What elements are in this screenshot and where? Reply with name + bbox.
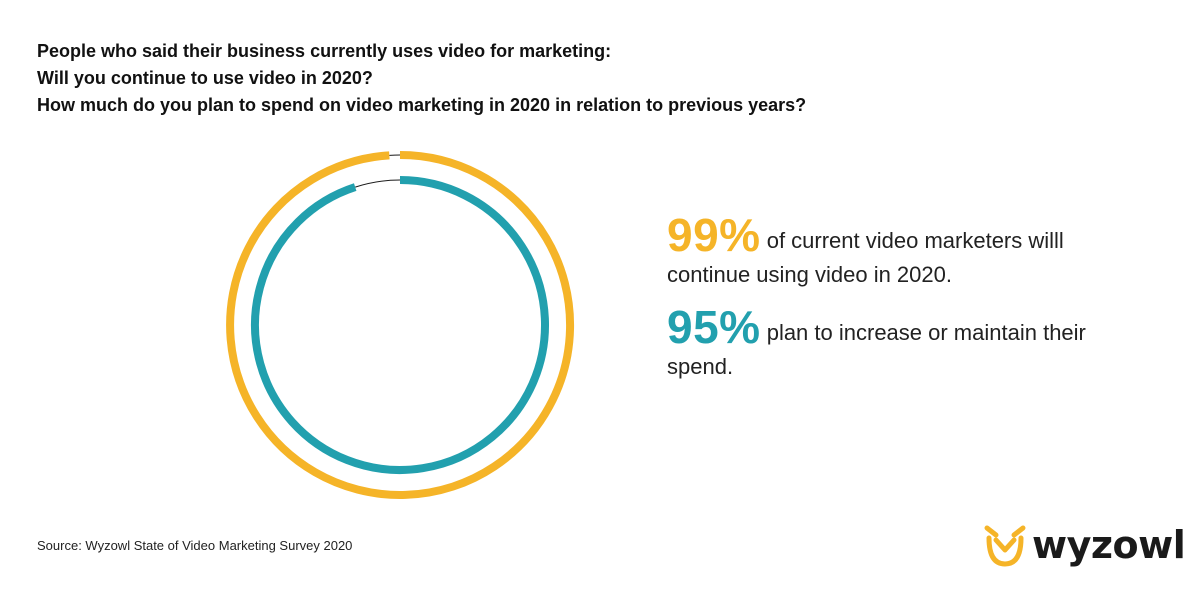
ring-2-value <box>251 176 550 474</box>
logo-wordmark: wyzowl <box>1032 523 1186 567</box>
wyzowl-logo: wyzowl <box>982 522 1186 568</box>
ring-1-value <box>226 151 575 499</box>
stats-panel: 99% of current video marketers willl con… <box>667 212 1087 384</box>
owl-icon <box>984 525 1026 567</box>
title-line-3: How much do you plan to spend on video m… <box>37 95 807 115</box>
stat-continue-value: 99% <box>667 209 761 261</box>
stat-spend-text: plan to increase or maintain their spend… <box>667 320 1086 379</box>
stat-spend-value: 95% <box>667 301 761 353</box>
title-line-1: People who said their business currently… <box>37 41 612 61</box>
stat-spend: 95% plan to increase or maintain their s… <box>667 304 1087 384</box>
title-line-2: Will you continue to use video in 2020? <box>37 68 373 88</box>
stat-continue: 99% of current video marketers willl con… <box>667 212 1087 292</box>
ring-2-remainder <box>355 179 401 188</box>
stat-continue-text: of current video marketers willl continu… <box>667 228 1064 287</box>
page-header: People who said their business currently… <box>37 38 1037 119</box>
source-note: Source: Wyzowl State of Video Marketing … <box>37 538 353 553</box>
donut-chart <box>226 151 575 499</box>
